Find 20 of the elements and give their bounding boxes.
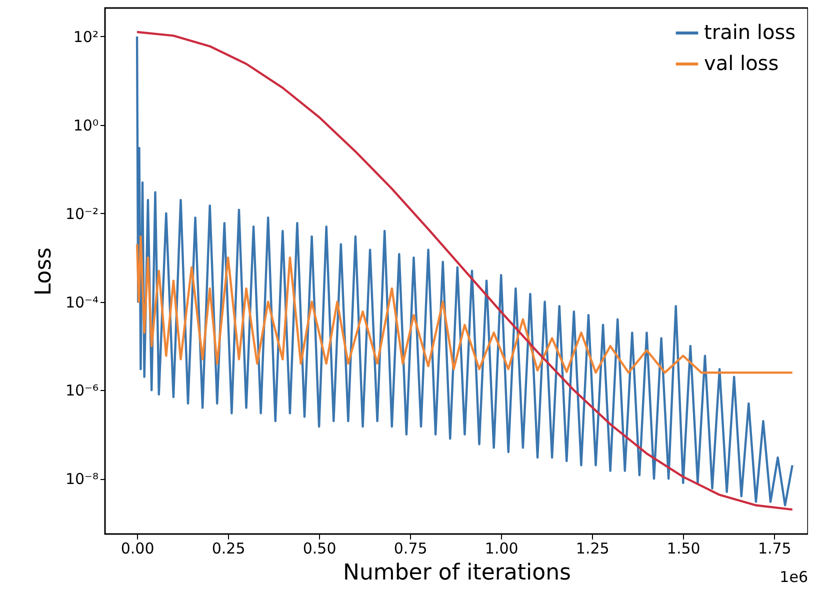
legend-label: val loss (704, 51, 779, 75)
x-tick-label: 0.00 (120, 540, 154, 558)
y-tick-label: 10⁻⁸ (65, 470, 98, 488)
text: 1e6 (780, 568, 808, 586)
line-series (136, 235, 794, 374)
y-tick-label: 10² (73, 28, 98, 46)
y-axis-title: Loss (31, 247, 56, 296)
x-tick-label: 0.25 (212, 540, 246, 558)
x-axis-title: Number of iterations (343, 560, 571, 586)
legend-label: train loss (704, 20, 796, 44)
y-tick-label: 10⁰ (73, 116, 98, 134)
x-tick-label: 1.00 (484, 540, 518, 558)
x-tick-label: 1.25 (576, 540, 610, 558)
y-tick-label: 10⁻² (65, 204, 98, 223)
y-tick-label: 10⁻⁴ (65, 293, 98, 312)
y-tick-label: 10⁻⁶ (65, 382, 98, 400)
x-tick-label: 1.50 (666, 540, 700, 558)
x-tick-label: 1.75 (758, 540, 792, 558)
x-tick-label: 0.75 (394, 540, 428, 558)
x-tick-label: 0.50 (302, 540, 336, 558)
